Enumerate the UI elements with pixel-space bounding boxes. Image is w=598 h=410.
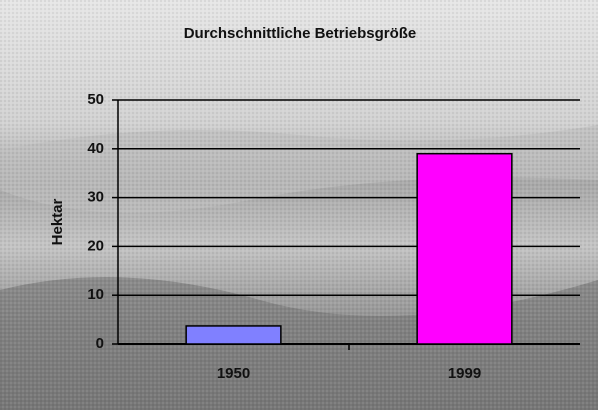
y-tick-label: 50 <box>87 91 104 108</box>
chart-title: Durchschnittliche Betriebsgröße <box>184 25 417 42</box>
y-tick-label: 10 <box>87 286 104 303</box>
y-tick-label: 30 <box>87 189 104 206</box>
x-tick-label: 1950 <box>217 365 250 382</box>
bar <box>186 326 281 344</box>
y-tick-label: 0 <box>96 335 104 352</box>
y-tick-label: 40 <box>87 140 104 157</box>
chart: Durchschnittliche Betriebsgröße Hektar 0… <box>0 0 598 410</box>
y-tick-label: 20 <box>87 237 104 254</box>
bar <box>417 154 512 344</box>
x-tick-label: 1999 <box>448 365 481 382</box>
y-axis-label: Hektar <box>49 198 66 245</box>
